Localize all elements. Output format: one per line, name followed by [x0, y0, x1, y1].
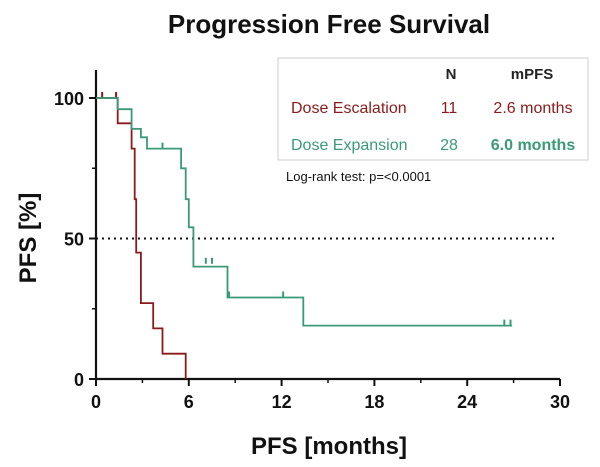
x-axis-title: PFS [months] — [251, 433, 407, 460]
x-tick-label-3: 18 — [364, 392, 384, 412]
legend-escalation-median: 2.6 months — [493, 100, 572, 117]
legend-escalation-n: 11 — [441, 100, 458, 117]
y-tick-label-1: 50 — [64, 230, 84, 250]
legend-expansion-median: 6.0 months — [491, 137, 576, 154]
logrank-annotation: Log-rank test: p=<0.0001 — [286, 169, 431, 184]
chart-title: Progression Free Survival — [168, 9, 490, 39]
km-curve-dose-escalation — [96, 97, 187, 379]
legend-expansion-n: 28 — [440, 137, 458, 154]
x-tick-label-4: 24 — [457, 392, 477, 412]
x-tick-label-0: 0 — [91, 392, 101, 412]
y-axis-title: PFS [%] — [15, 193, 42, 284]
legend-escalation-name: Dose Escalation — [291, 100, 407, 117]
y-tick-label-2: 100 — [54, 89, 84, 109]
x-tick-label-1: 6 — [184, 392, 194, 412]
x-tick-label-5: 30 — [550, 392, 570, 412]
km-curve-dose-expansion — [96, 97, 513, 327]
legend-header-median: mPFS — [511, 66, 554, 83]
y-tick-label-0: 0 — [74, 370, 84, 390]
legend-box — [277, 57, 589, 161]
legend-expansion-name: Dose Expansion — [291, 137, 408, 154]
plot-area: 0 6 12 18 24 30 0 50 100 — [54, 70, 570, 412]
x-tick-label-2: 12 — [272, 392, 292, 412]
legend-header-n: N — [446, 66, 457, 83]
